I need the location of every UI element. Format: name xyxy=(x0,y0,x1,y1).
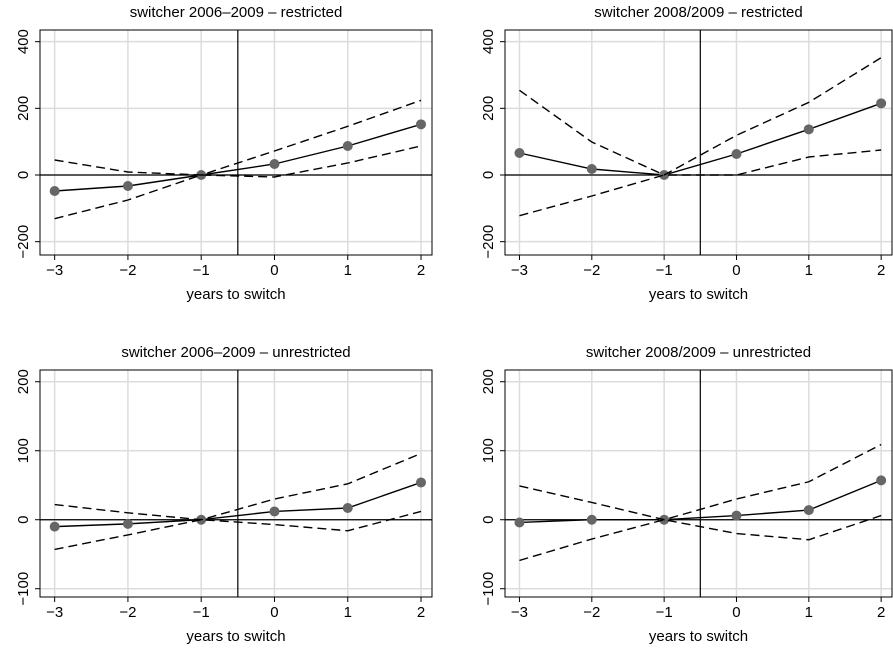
x-tick-label: 2 xyxy=(417,604,425,621)
x-tick-label: 1 xyxy=(344,262,352,279)
x-tick-label: −1 xyxy=(193,262,210,279)
x-tick-label: −1 xyxy=(193,604,210,621)
estimate-line xyxy=(54,481,422,528)
estimate-line xyxy=(519,479,882,524)
y-tick-label: 0 xyxy=(15,171,32,179)
x-tick-label: −3 xyxy=(46,604,63,621)
y-tick-label: −100 xyxy=(15,572,32,606)
band-line xyxy=(519,149,882,217)
band-line xyxy=(54,99,422,176)
point xyxy=(416,119,427,130)
point xyxy=(122,181,133,191)
x-tick-label: 0 xyxy=(732,262,740,279)
y-tick-label: 200 xyxy=(15,96,32,121)
plot-frame xyxy=(39,369,433,598)
point xyxy=(122,518,133,529)
y-tick-label: −200 xyxy=(480,225,497,259)
point xyxy=(803,505,814,516)
x-tick-label: 1 xyxy=(344,604,352,621)
y-tick-label: −100 xyxy=(480,572,497,606)
y-tick-label: 200 xyxy=(480,96,497,121)
x-axis-label: years to switch xyxy=(649,628,748,645)
point xyxy=(514,517,525,528)
point xyxy=(49,521,60,532)
x-tick-label: −2 xyxy=(119,262,136,279)
point xyxy=(731,510,742,521)
chart-title: switcher 2008/2009 – restricted xyxy=(594,4,802,21)
point xyxy=(269,159,280,169)
x-tick-label: −2 xyxy=(119,604,136,621)
point xyxy=(876,475,887,486)
x-tick-label: 2 xyxy=(417,262,425,279)
y-tick-label: 200 xyxy=(15,369,32,394)
x-tick-label: −1 xyxy=(656,262,673,279)
x-tick-label: −3 xyxy=(511,604,528,621)
point xyxy=(803,124,814,135)
x-tick-label: 0 xyxy=(732,604,740,621)
point xyxy=(269,506,280,517)
x-tick-label: 0 xyxy=(270,604,278,621)
band-line xyxy=(54,510,422,551)
x-tick-label: −3 xyxy=(511,262,528,279)
y-tick-label: 0 xyxy=(480,516,497,524)
point xyxy=(586,164,597,174)
y-tick-label: 0 xyxy=(480,171,497,179)
y-tick-label: 100 xyxy=(15,438,32,463)
x-axis-label: years to switch xyxy=(186,286,285,303)
x-tick-label: 1 xyxy=(805,262,813,279)
x-tick-label: 1 xyxy=(805,604,813,621)
x-tick-label: −2 xyxy=(583,604,600,621)
x-tick-label: −1 xyxy=(656,604,673,621)
band-line xyxy=(54,145,422,220)
point xyxy=(342,502,353,513)
band-line xyxy=(519,443,882,521)
chart-title: switcher 2006–2009 – restricted xyxy=(130,4,343,21)
y-tick-label: 400 xyxy=(480,29,497,54)
estimate-line xyxy=(519,102,882,176)
point xyxy=(731,149,742,159)
band-line xyxy=(519,57,882,176)
chart-title: switcher 2008/2009 – unrestricted xyxy=(586,344,811,361)
point xyxy=(876,98,887,109)
chart-title: switcher 2006–2009 – unrestricted xyxy=(121,344,350,361)
y-tick-label: 100 xyxy=(480,438,497,463)
y-tick-label: −200 xyxy=(15,225,32,259)
y-tick-label: 400 xyxy=(15,29,32,54)
y-tick-label: 200 xyxy=(480,369,497,394)
y-tick-label: 0 xyxy=(15,516,32,524)
x-tick-label: 2 xyxy=(877,604,885,621)
x-axis-label: years to switch xyxy=(649,286,748,303)
x-axis-label: years to switch xyxy=(186,628,285,645)
band-line xyxy=(54,452,422,521)
band-line xyxy=(519,514,882,562)
point xyxy=(49,186,60,196)
x-tick-label: 2 xyxy=(877,262,885,279)
plot-frame xyxy=(504,29,893,256)
x-tick-label: −2 xyxy=(583,262,600,279)
plot-frame xyxy=(504,369,893,598)
point xyxy=(586,514,597,525)
x-tick-label: 0 xyxy=(270,262,278,279)
plot-frame xyxy=(39,29,433,256)
estimate-line xyxy=(54,123,422,192)
point xyxy=(416,477,427,488)
point xyxy=(342,141,353,151)
x-tick-label: −3 xyxy=(46,262,63,279)
point xyxy=(514,148,525,158)
